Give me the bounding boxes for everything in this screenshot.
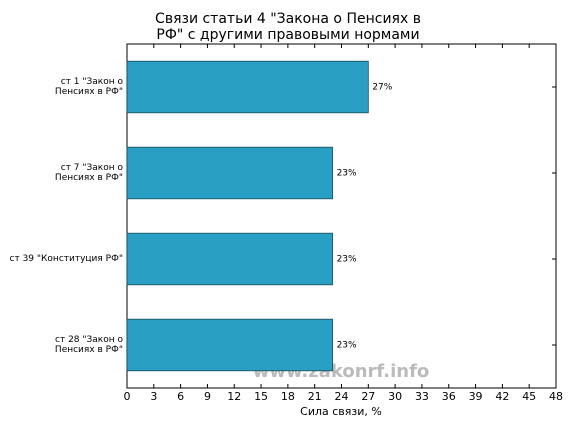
x-tick-label: 15 [254, 390, 268, 403]
x-axis-label: Сила связи, % [300, 405, 382, 418]
x-tick-label: 18 [281, 390, 295, 403]
x-tick-label: 36 [442, 390, 456, 403]
bar [126, 146, 333, 200]
value-label: 23% [337, 169, 357, 179]
bar [126, 232, 333, 286]
y-tick-label: ст 1 "Закон о Пенсиях в РФ" [54, 77, 123, 97]
x-tick-label: 21 [308, 390, 322, 403]
value-label: 23% [337, 255, 357, 265]
x-tick-label: 6 [177, 390, 184, 403]
value-label: 23% [337, 341, 357, 351]
x-tick-label: 42 [495, 390, 509, 403]
y-tick-label: ст 7 "Закон о Пенсиях в РФ" [54, 163, 123, 183]
x-tick-label: 27 [361, 390, 375, 403]
value-label: 27% [372, 83, 392, 93]
x-tick-label: 48 [549, 390, 563, 403]
bar [126, 60, 369, 114]
x-tick-label: 24 [335, 390, 349, 403]
x-tick-label: 39 [469, 390, 483, 403]
bar [126, 318, 333, 372]
chart-title: Связи статьи 4 "Закона о Пенсиях в РФ" с… [155, 11, 421, 43]
x-tick-label: 12 [227, 390, 241, 403]
x-tick-label: 30 [388, 390, 402, 403]
x-tick-label: 3 [150, 390, 157, 403]
x-tick-label: 33 [415, 390, 429, 403]
x-tick-label: 9 [204, 390, 211, 403]
x-tick-label: 0 [124, 390, 131, 403]
x-tick-label: 45 [522, 390, 536, 403]
y-tick-label: ст 39 "Конституция РФ" [9, 254, 123, 264]
y-tick-label: ст 28 "Закон о Пенсиях в РФ" [54, 335, 123, 355]
